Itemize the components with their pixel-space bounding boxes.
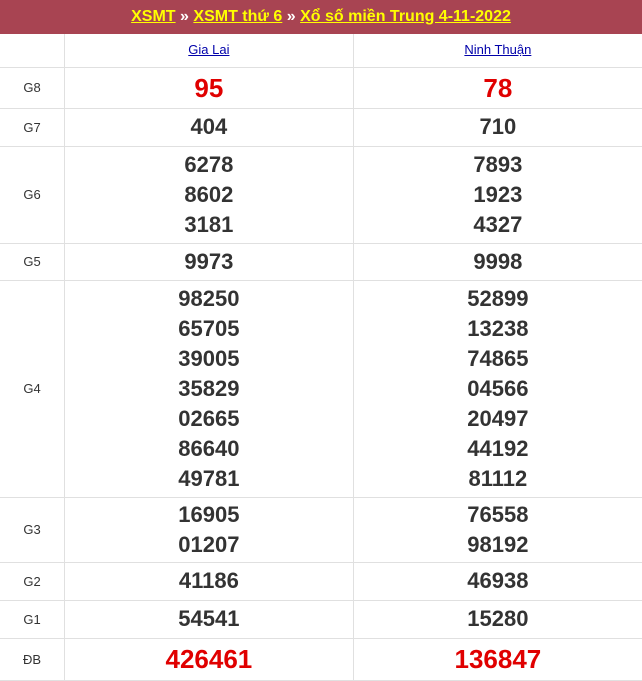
prize-number: 4327: [473, 211, 523, 237]
prize-number: 74865: [467, 345, 529, 371]
prize-number: 7893: [473, 151, 523, 177]
prize-number: 39005: [178, 345, 240, 371]
prize-row-đb: ĐB 426461 136847: [0, 637, 642, 681]
breadcrumb-separator: »: [180, 8, 189, 25]
province-header-row: Gia Lai Ninh Thuận: [0, 34, 642, 68]
province-gia-lai: Gia Lai: [64, 34, 354, 68]
prize-number: 15280: [467, 606, 529, 631]
prize-number: 02665: [178, 405, 240, 431]
empty-header-cell: [0, 34, 65, 68]
prize-number: 1923: [473, 181, 523, 207]
prize-number: 78: [483, 72, 513, 103]
prize-row-g8: G8 95 78: [0, 66, 642, 109]
prize-number: 6278: [184, 151, 234, 177]
prize-cell: 54541: [64, 599, 354, 639]
prize-number: 65705: [178, 315, 240, 341]
prize-number: 95: [194, 72, 224, 103]
results-table: Gia Lai Ninh Thuận G8 95 78 G7 404 710 G6 6278 8…: [0, 34, 642, 681]
prize-label: ĐB: [0, 637, 65, 681]
prize-number: 35829: [178, 375, 240, 401]
prize-cell: 15280: [352, 599, 642, 639]
prize-cell: 98250 65705 39005 35829 02665 86640 49781: [64, 279, 354, 498]
prize-cell: 6278 8602 3181: [64, 145, 354, 244]
prize-row-g6: G6 6278 8602 3181 7893 1923 4327: [0, 145, 642, 244]
prize-cell: 16905 01207: [64, 496, 354, 563]
breadcrumb-page-title[interactable]: Xổ số miền Trung 4-11-2022: [300, 8, 511, 25]
prize-row-g2: G2 41186 46938: [0, 561, 642, 601]
prize-number: 136847: [454, 644, 542, 674]
prize-number: 98250: [178, 285, 240, 311]
prize-cell: 95: [64, 66, 354, 109]
prize-label: G3: [0, 496, 65, 563]
prize-label: G6: [0, 145, 65, 244]
prize-label: G8: [0, 66, 65, 109]
province-link[interactable]: Ninh Thuận: [464, 42, 532, 58]
breadcrumb-separator: »: [286, 8, 296, 25]
prize-number: 04566: [467, 375, 529, 401]
prize-row-g3: G3 16905 01207 76558 98192: [0, 496, 642, 563]
prize-row-g4: G4 98250 65705 39005 35829 02665 86640 49781 528…: [0, 279, 642, 498]
prize-number: 54541: [178, 606, 240, 631]
breadcrumb-xsmt[interactable]: XSMT: [131, 8, 176, 25]
prize-number: 426461: [165, 644, 253, 674]
prize-number: 404: [190, 114, 228, 139]
prize-number: 13238: [467, 315, 529, 341]
prize-cell: 78: [352, 66, 642, 109]
prize-cell: 426461: [64, 637, 354, 681]
prize-number: 49781: [178, 465, 240, 491]
prize-number: 01207: [178, 531, 240, 557]
prize-number: 8602: [184, 181, 234, 207]
prize-row-g5: G5 9973 9998: [0, 242, 642, 281]
province-ninh-thuan: Ninh Thuận: [352, 34, 642, 68]
prize-number: 46938: [467, 568, 529, 593]
prize-number: 41186: [178, 568, 239, 593]
prize-label: G2: [0, 561, 65, 601]
prize-label: G7: [0, 107, 65, 147]
breadcrumb: XSMT » XSMT thứ 6 » Xổ số miền Trung 4-1…: [0, 0, 642, 34]
prize-number: 9998: [473, 248, 523, 274]
prize-cell: 76558 98192: [352, 496, 642, 563]
breadcrumb-xsmt-friday[interactable]: XSMT thứ 6: [193, 8, 283, 25]
prize-number: 76558: [467, 501, 529, 527]
prize-cell: 136847: [352, 637, 642, 681]
prize-label: G4: [0, 279, 65, 498]
province-link[interactable]: Gia Lai: [188, 42, 230, 58]
prize-cell: 9973: [64, 242, 354, 281]
prize-cell: 710: [352, 107, 642, 147]
prize-number: 710: [479, 114, 517, 139]
prize-number: 86640: [178, 435, 240, 461]
prize-cell: 46938: [352, 561, 642, 601]
prize-number: 52899: [467, 285, 529, 311]
prize-cell: 7893 1923 4327: [352, 145, 642, 244]
prize-number: 9973: [184, 248, 234, 274]
prize-number: 20497: [467, 405, 529, 431]
prize-cell: 41186: [64, 561, 354, 601]
prize-label: G5: [0, 242, 65, 281]
prize-row-g7: G7 404 710: [0, 107, 642, 147]
prize-cell: 52899 13238 74865 04566 20497 44192 81112: [352, 279, 642, 498]
prize-cell: 404: [64, 107, 354, 147]
prize-row-g1: G1 54541 15280: [0, 599, 642, 639]
prize-number: 98192: [467, 531, 529, 557]
prize-cell: 9998: [352, 242, 642, 281]
prize-label: G1: [0, 599, 65, 639]
prize-number: 3181: [184, 211, 234, 237]
prize-number: 44192: [467, 435, 529, 461]
prize-number: 81112: [468, 465, 528, 491]
prize-number: 16905: [178, 501, 240, 527]
